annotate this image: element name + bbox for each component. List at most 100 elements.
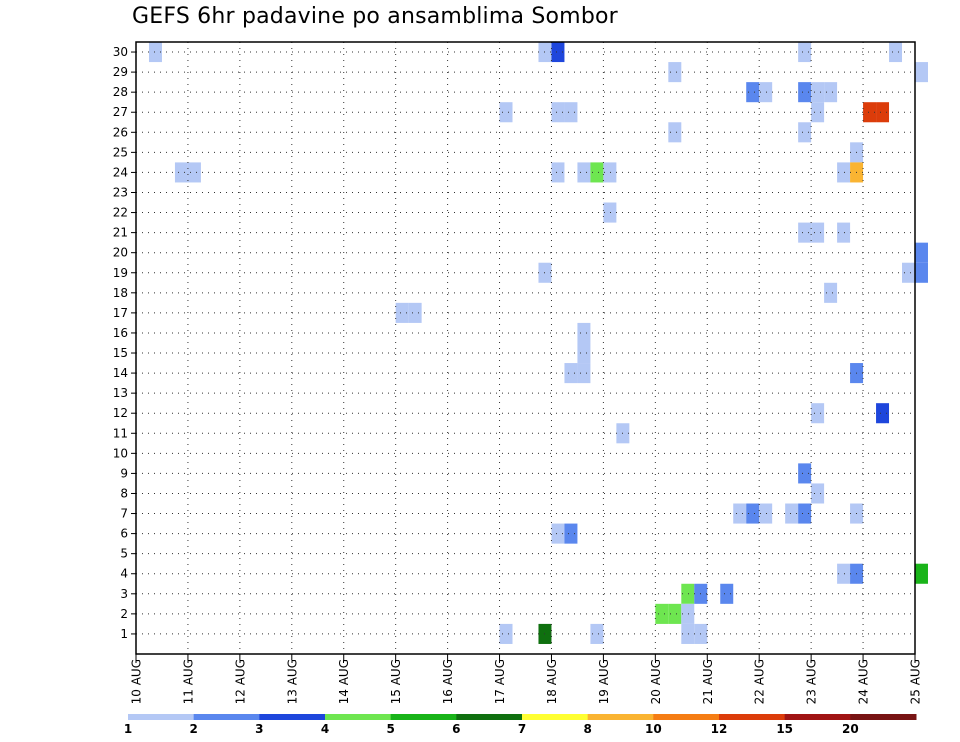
heatmap-cell (681, 623, 695, 644)
heatmap-cell (564, 523, 578, 544)
heatmap-cell (837, 563, 851, 584)
legend-swatch (719, 714, 786, 720)
heatmap-cell (798, 82, 812, 103)
legend-label: 15 (776, 722, 793, 736)
heatmap-cell (785, 503, 799, 524)
x-tick-label: 23 AUG (805, 659, 819, 704)
heatmap-cell (915, 62, 928, 83)
y-tick-label: 14 (113, 366, 128, 380)
legend-swatch (850, 714, 917, 720)
legend-label: 3 (255, 722, 263, 736)
heatmap-cell (499, 102, 513, 123)
heatmap-cell (824, 82, 838, 103)
y-tick-label: 27 (113, 105, 128, 119)
heatmap-cell (564, 102, 578, 123)
heatmap-cell (746, 82, 760, 103)
heatmap-cell (499, 623, 513, 644)
y-tick-label: 10 (113, 446, 128, 460)
legend-swatch (784, 714, 851, 720)
plot-frame (135, 41, 916, 655)
heatmap-cell (876, 102, 890, 123)
heatmap-cell (915, 242, 928, 263)
heatmap-cell (915, 563, 928, 584)
x-tick-label: 21 AUG (701, 659, 715, 704)
heatmap-cell (174, 162, 188, 183)
y-tick-label: 21 (113, 226, 128, 240)
x-tick-label: 12 AUG (233, 659, 247, 704)
heatmap-cell (408, 302, 422, 323)
heatmap-cell (837, 162, 851, 183)
x-tick-label: 24 AUG (857, 659, 871, 704)
heatmap-cell (603, 162, 617, 183)
x-tick-label: 20 AUG (649, 659, 663, 704)
y-tick-label: 24 (113, 165, 128, 179)
heatmap-cell (551, 102, 565, 123)
y-tick-label: 25 (113, 145, 128, 159)
legend-label: 2 (189, 722, 197, 736)
x-tick-label: 11 AUG (181, 659, 195, 704)
y-tick-label: 23 (113, 185, 128, 199)
heatmap-cell (577, 322, 591, 343)
legend-label: 1 (124, 722, 132, 736)
x-tick-label: 13 AUG (285, 659, 299, 704)
legend-label: 4 (321, 722, 329, 736)
x-tick-label: 16 AUG (441, 659, 455, 704)
heatmap-cell (889, 42, 903, 63)
heatmap-cell (590, 623, 604, 644)
heatmap-cell (798, 463, 812, 484)
y-tick-label: 18 (113, 286, 128, 300)
y-tick-label: 22 (113, 206, 128, 220)
y-tick-label: 5 (120, 547, 128, 561)
legend-swatch (193, 714, 260, 720)
heatmap-cell (564, 363, 578, 384)
x-tick-label: 25 AUG (909, 659, 923, 704)
heatmap-cell (655, 603, 669, 624)
x-tick-label: 19 AUG (597, 659, 611, 704)
heatmap-cell (824, 282, 838, 303)
legend-label: 5 (386, 722, 394, 736)
y-tick-label: 1 (120, 627, 128, 641)
y-tick-label: 17 (113, 306, 128, 320)
heatmap-cell (798, 503, 812, 524)
x-tick-label: 18 AUG (545, 659, 559, 704)
heatmap-cell (720, 583, 734, 604)
heatmap-cell (668, 62, 682, 83)
legend-label: 8 (583, 722, 591, 736)
y-tick-label: 15 (113, 346, 128, 360)
y-tick-label: 8 (120, 486, 128, 500)
y-tick-label: 2 (120, 607, 128, 621)
heatmap-cell (811, 403, 825, 424)
legend-swatch (456, 714, 523, 720)
y-tick-label: 30 (113, 45, 128, 59)
y-tick-label: 26 (113, 125, 128, 139)
x-tick-label: 22 AUG (753, 659, 767, 704)
heatmap-cell (668, 122, 682, 143)
y-tick-label: 6 (120, 527, 128, 541)
y-tick-label: 16 (113, 326, 128, 340)
heatmap-cell (863, 102, 877, 123)
heatmap-cell (811, 102, 825, 123)
heatmap-cell (733, 503, 747, 524)
y-tick-label: 28 (113, 85, 128, 99)
y-tick-label: 3 (120, 587, 128, 601)
x-tick-label: 14 AUG (337, 659, 351, 704)
heatmap-cell (603, 202, 617, 223)
heatmap-cell (746, 503, 760, 524)
heatmap-cell (798, 222, 812, 243)
heatmap-cell (577, 363, 591, 384)
heatmap-cell (577, 162, 591, 183)
heatmap-cell (798, 122, 812, 143)
y-tick-label: 4 (120, 567, 128, 581)
heatmap-cell (681, 583, 695, 604)
heatmap-cell (551, 523, 565, 544)
y-tick-label: 29 (113, 65, 128, 79)
heatmap-cell (811, 222, 825, 243)
legend-swatch (653, 714, 720, 720)
heatmap-cell (148, 42, 162, 63)
heatmap-cell (577, 342, 591, 364)
legend-swatch (325, 714, 392, 720)
heatmap-cell (759, 503, 773, 524)
legend-swatch (522, 714, 589, 720)
heatmap-cell (395, 302, 409, 323)
